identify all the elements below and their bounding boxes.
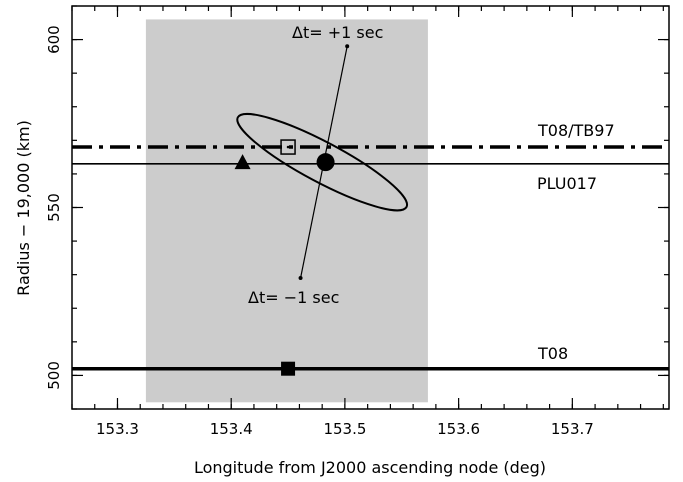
reference-label-t08-tb97: T08/TB97 xyxy=(537,121,615,140)
x-tick-label: 153.3 xyxy=(96,420,139,438)
point-filled-square xyxy=(281,361,296,376)
x-tick-label: 153.7 xyxy=(551,420,594,438)
open-square-center-dot xyxy=(286,145,290,149)
error-ellipse xyxy=(236,112,409,212)
y-tick-label: 500 xyxy=(45,361,63,390)
timing-end-label: Δt= +1 sec xyxy=(292,23,383,42)
timing-end-dot xyxy=(345,44,350,49)
x-axis-label: Longitude from J2000 ascending node (deg… xyxy=(194,458,546,477)
y-axis-label: Radius − 19,000 (km) xyxy=(14,120,33,296)
x-tick-label: 153.4 xyxy=(210,420,253,438)
point-open-square xyxy=(280,139,296,155)
point-circle xyxy=(316,153,335,172)
x-tick-label: 153.6 xyxy=(437,420,480,438)
reference-label-plu017: PLU017 xyxy=(537,174,597,193)
point-triangle xyxy=(234,154,251,170)
timing-start-dot xyxy=(298,276,303,281)
y-tick-label: 600 xyxy=(45,25,63,54)
shaded-region xyxy=(145,19,428,403)
timing-start-label: Δt= −1 sec xyxy=(248,288,339,307)
reference-label-t08: T08 xyxy=(537,344,568,363)
y-tick-label: 550 xyxy=(45,193,63,222)
x-tick-label: 153.5 xyxy=(323,420,366,438)
